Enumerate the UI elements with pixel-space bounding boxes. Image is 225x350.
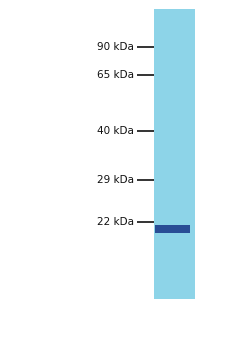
Text: 40 kDa: 40 kDa	[97, 126, 134, 136]
Bar	[155, 225, 190, 233]
Bar	[154, 9, 195, 299]
Text: 90 kDa: 90 kDa	[97, 42, 134, 52]
Text: 65 kDa: 65 kDa	[97, 70, 134, 80]
Text: 29 kDa: 29 kDa	[97, 175, 134, 185]
Text: 22 kDa: 22 kDa	[97, 217, 134, 227]
